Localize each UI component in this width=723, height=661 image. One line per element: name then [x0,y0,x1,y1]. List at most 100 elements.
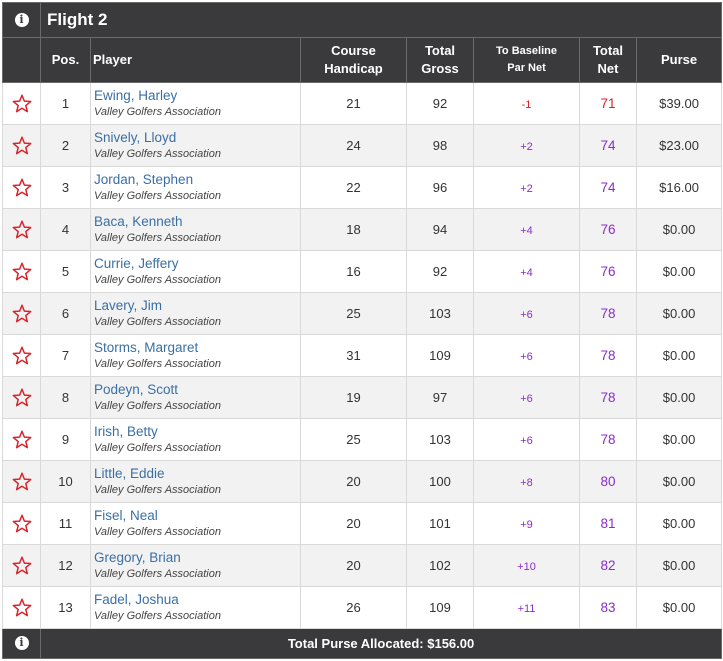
to-baseline-cell: +11 [473,586,580,629]
pos-cell: 11 [40,502,91,545]
star-outline-icon[interactable] [12,136,32,155]
to-baseline-cell: +9 [473,502,580,545]
course-handicap-cell: 20 [300,502,407,545]
pos-cell: 4 [40,208,91,251]
star-outline-icon[interactable] [12,430,32,449]
player-name-link[interactable]: Baca, Kenneth [94,214,183,229]
player-association: Valley Golfers Association [94,610,221,622]
course-handicap-cell: 31 [300,334,407,377]
to-baseline-value: -1 [521,99,532,111]
footer-bar: i Total Purse Allocated: $156.00 [2,628,723,659]
total-net-cell: 71 [579,82,637,125]
total-gross-cell: 100 [406,460,474,503]
course-handicap-cell: 24 [300,124,407,167]
total-net-cell: 82 [579,544,637,587]
total-net-value: 71 [600,96,616,111]
course-handicap-cell: 20 [300,544,407,587]
purse-cell: $39.00 [635,82,723,125]
player-association: Valley Golfers Association [94,358,221,370]
to-baseline-value: +2 [520,141,533,153]
purse-cell: $0.00 [635,502,723,545]
player-name-link[interactable]: Ewing, Harley [94,88,178,103]
star-outline-icon[interactable] [12,220,32,239]
star-outline-icon[interactable] [12,178,32,197]
player-name-link[interactable]: Lavery, Jim [94,298,163,313]
total-net-value: 74 [600,180,616,195]
course-handicap-column-header[interactable]: Course Handicap [300,37,407,83]
table-row: 1 Ewing, Harley Valley Golfers Associati… [2,82,723,125]
player-association: Valley Golfers Association [94,484,221,496]
course-handicap-header-line1: Course [331,43,376,58]
player-name-link[interactable]: Fadel, Joshua [94,592,179,607]
star-outline-icon[interactable] [12,472,32,491]
favorite-cell [2,292,41,335]
course-handicap-cell: 21 [300,82,407,125]
pos-cell: 2 [40,124,91,167]
info-icon[interactable]: i [14,12,29,27]
total-net-cell: 74 [579,166,637,209]
favorite-cell [2,166,41,209]
player-name-link[interactable]: Podeyn, Scott [94,382,179,397]
course-handicap-cell: 20 [300,460,407,503]
course-handicap-header-line2: Handicap [324,61,383,76]
favorite-cell [2,82,41,125]
to-baseline-column-header[interactable]: To Baseline Par Net [473,37,580,83]
total-gross-cell: 109 [406,586,474,629]
player-cell: Storms, Margaret Valley Golfers Associat… [90,334,301,377]
pos-cell: 1 [40,82,91,125]
course-handicap-cell: 25 [300,418,407,461]
total-net-value: 81 [600,516,616,531]
course-handicap-cell: 18 [300,208,407,251]
total-gross-cell: 103 [406,292,474,335]
to-baseline-value: +11 [517,603,536,615]
total-net-header-line1: Total [592,43,624,58]
favorite-cell [2,250,41,293]
to-baseline-cell: +6 [473,292,580,335]
star-outline-icon[interactable] [12,598,32,617]
table-row: 8 Podeyn, Scott Valley Golfers Associati… [2,376,723,419]
star-outline-icon[interactable] [12,304,32,323]
star-outline-icon[interactable] [12,556,32,575]
star-outline-icon[interactable] [12,262,32,281]
player-name-link[interactable]: Little, Eddie [94,466,165,481]
pos-cell: 12 [40,544,91,587]
player-name-link[interactable]: Jordan, Stephen [94,172,194,187]
purse-cell: $0.00 [635,250,723,293]
info-icon[interactable]: i [14,636,29,651]
star-outline-icon[interactable] [12,346,32,365]
total-gross-column-header[interactable]: Total Gross [406,37,474,83]
player-name-link[interactable]: Fisel, Neal [94,508,158,523]
table-row: 2 Snively, Lloyd Valley Golfers Associat… [2,124,723,167]
to-baseline-cell: +2 [473,124,580,167]
star-outline-icon[interactable] [12,94,32,113]
total-net-cell: 76 [579,250,637,293]
player-column-header[interactable]: Player [90,37,301,83]
purse-cell: $0.00 [635,376,723,419]
total-net-cell: 81 [579,502,637,545]
pos-column-header[interactable]: Pos. [40,37,91,83]
star-outline-icon[interactable] [12,514,32,533]
total-net-value: 74 [600,138,616,153]
purse-column-header[interactable]: Purse [635,37,723,83]
player-name-link[interactable]: Currie, Jeffery [94,256,179,271]
total-net-value: 83 [600,600,616,615]
to-baseline-value: +4 [520,225,533,237]
to-baseline-cell: -1 [473,82,580,125]
player-name-link[interactable]: Storms, Margaret [94,340,199,355]
to-baseline-cell: +4 [473,250,580,293]
total-net-value: 76 [600,222,616,237]
player-association: Valley Golfers Association [94,274,221,286]
total-net-column-header[interactable]: Total Net [579,37,637,83]
star-outline-icon[interactable] [12,388,32,407]
pos-cell: 3 [40,166,91,209]
purse-cell: $0.00 [635,334,723,377]
player-cell: Baca, Kenneth Valley Golfers Association [90,208,301,251]
player-name-link[interactable]: Snively, Lloyd [94,130,177,145]
favorite-cell [2,334,41,377]
favorite-cell [2,376,41,419]
player-name-link[interactable]: Gregory, Brian [94,550,181,565]
player-name-link[interactable]: Irish, Betty [94,424,158,439]
total-gross-cell: 94 [406,208,474,251]
to-baseline-value: +6 [520,309,533,321]
